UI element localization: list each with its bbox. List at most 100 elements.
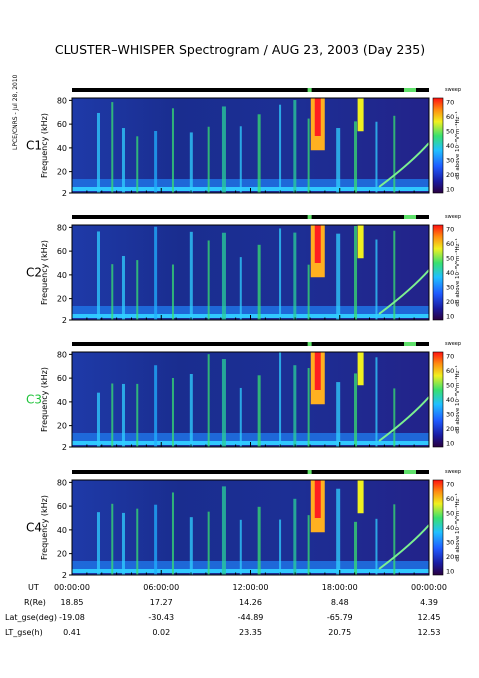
emission-streak (154, 226, 158, 320)
panel-c1: 2 20 40 60 80 Frequency (kHz)C1 70 60 50 40 30 20 10… (26, 87, 461, 198)
emission-streak (257, 506, 261, 575)
emission-streak (307, 368, 310, 447)
colorbar-tick-label: 50 (446, 382, 454, 390)
status-bar-marker (307, 470, 312, 474)
colorbar-tick-label: 40 (446, 396, 454, 404)
spectrogram-background (72, 98, 429, 193)
emission-streak (111, 102, 114, 193)
y-tick-label: 20 (57, 422, 67, 431)
y-tick-label: 80 (57, 223, 67, 232)
emission-streak (279, 352, 282, 447)
colorbar-tick-label: 50 (446, 128, 454, 136)
footer-value: -44.89 (238, 613, 264, 622)
emission-streak (171, 264, 174, 320)
panel-label: C1 (26, 139, 42, 153)
colorbar-tick-label: 40 (446, 142, 454, 150)
y-tick-label: 80 (57, 350, 67, 359)
intense-emission-core (314, 225, 321, 263)
emission-streak (375, 357, 378, 447)
emission-streak (121, 128, 125, 193)
colorbar-tick-label: 30 (446, 411, 454, 419)
emission-streak (111, 383, 114, 447)
colorbar-tick-label: 70 (446, 99, 454, 107)
emission-streak (136, 136, 139, 193)
footer-value: 00:00:00 (54, 583, 90, 592)
emission-streak (293, 498, 297, 575)
panel-label: C2 (26, 266, 42, 280)
plasma-frequency-trace (378, 524, 430, 570)
emission-streak (354, 373, 358, 447)
status-bar-marker (404, 215, 416, 219)
emission-streak (393, 115, 396, 193)
colorbar-tick-label: 70 (446, 481, 454, 489)
panel-label: C4 (26, 521, 42, 535)
emission-streak (111, 503, 114, 575)
emission-streak (136, 508, 139, 575)
footer-value: 17.27 (150, 598, 173, 607)
y-tick-label: 2 (62, 571, 67, 580)
footer-value: -19.08 (59, 613, 85, 622)
colorbar-tick-label: 70 (446, 226, 454, 234)
panel-label: C3 (26, 393, 42, 407)
colorbar-label: dB above 10⁻⁸V²m⁻²Hz⁻¹ (454, 111, 461, 179)
emission-streak (96, 392, 100, 447)
status-bar-marker (404, 470, 416, 474)
footer-value: 20.75 (328, 628, 351, 637)
side-credit: LPCE/CNRS - Jul 28, 2010 (12, 74, 19, 150)
panel-c4: 2 20 40 60 80 Frequency (kHz)C4 70 60 50 40 30 20 10… (26, 469, 461, 580)
emission-streak (257, 244, 261, 320)
emission-streak (307, 264, 310, 320)
emission-streak (239, 257, 242, 320)
footer-value: 00:00:00 (411, 583, 447, 592)
emission-streak (239, 126, 242, 193)
footer-row-label: UT (28, 583, 39, 592)
footer-value: 0.41 (63, 628, 81, 637)
colorbar-tick-label: 10 (446, 440, 454, 448)
intense-emission-core (314, 352, 321, 390)
colorbar-tick-label: 60 (446, 367, 454, 375)
colorbar (432, 479, 444, 576)
emission-streak (393, 504, 396, 575)
panel-c3: 2 20 40 60 80 Frequency (kHz)C3 70 60 50 40 30 20 10… (26, 341, 461, 452)
footer-value: 12:00:00 (233, 583, 269, 592)
y-tick-label: 80 (57, 478, 67, 487)
footer-value: 12.45 (418, 613, 441, 622)
status-bar (72, 470, 429, 474)
emission-streak (154, 365, 158, 447)
colorbar-tick-label: 60 (446, 113, 454, 121)
colorbar-tag: sweep (445, 341, 461, 347)
spectrogram-background (72, 480, 429, 575)
y-axis-label: Frequency (kHz) (40, 240, 49, 305)
colorbar-tick-label: 30 (446, 157, 454, 165)
y-axis-label: Frequency (kHz) (40, 367, 49, 432)
emission-streak (307, 515, 310, 575)
emission-streak (393, 230, 396, 320)
emission-streak (375, 121, 378, 193)
emission-streak (357, 352, 364, 386)
emission-streak (221, 106, 226, 193)
low-freq-band (72, 179, 429, 189)
intense-emission-core (314, 98, 321, 136)
emission-streak (136, 383, 139, 447)
status-bar-marker (307, 88, 312, 92)
emission-streak (393, 388, 396, 447)
emission-streak (354, 121, 358, 193)
low-freq-band (72, 561, 429, 571)
emission-streak (221, 486, 226, 575)
colorbar-label: dB above 10⁻⁸V²m⁻²Hz⁻¹ (454, 493, 461, 561)
footer-value: -30.43 (148, 613, 174, 622)
y-tick-label: 20 (57, 550, 67, 559)
emission-streak (354, 226, 358, 320)
colorbar-label: dB above 10⁻⁸V²m⁻²Hz⁻¹ (454, 238, 461, 306)
plasma-frequency-trace (378, 396, 430, 442)
colorbar-tick-label: 30 (446, 539, 454, 547)
footer-value: 06:00:00 (143, 583, 179, 592)
emission-streak (307, 118, 310, 193)
footer-value: -65.79 (327, 613, 353, 622)
spectrogram-background (72, 225, 429, 320)
y-tick-label: 20 (57, 295, 67, 304)
emission-streak (293, 100, 297, 193)
status-bar-marker (404, 88, 416, 92)
emission-streak (171, 108, 174, 193)
emission-streak (154, 130, 158, 193)
